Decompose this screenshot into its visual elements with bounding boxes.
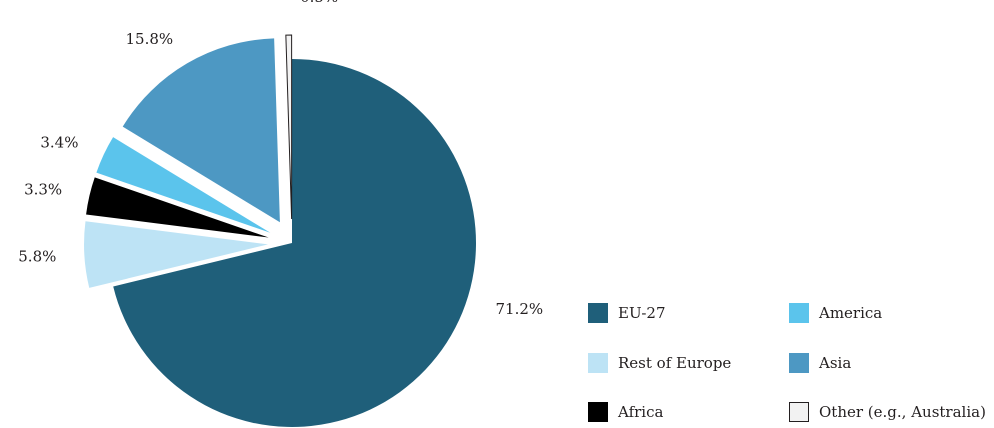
legend-item-america: America — [789, 300, 882, 326]
legend-label: EU-27 — [618, 304, 666, 322]
slice-value-label-eu-27: 71.2% — [496, 300, 544, 318]
chart-legend: EU-27 America Rest of Europe Asia Africa Othe… — [588, 300, 994, 428]
legend-item-africa: Africa — [588, 399, 663, 425]
pie-slice-other-e-g-australia — [285, 34, 293, 220]
legend-item-rest-of-europe: Rest of Europe — [588, 350, 731, 376]
legend-label: Africa — [618, 403, 664, 421]
slice-value-label-rest-of-europe: 5.8% — [18, 247, 56, 265]
legend-label: Asia — [819, 354, 852, 372]
slice-value-label-asia: 15.8% — [125, 30, 173, 48]
legend-item-other-e-g-australia: Other (e.g., Australia) — [789, 399, 986, 425]
legend-swatch — [789, 303, 809, 323]
pie-slice-eu-27 — [113, 59, 477, 427]
legend-label: America — [819, 304, 883, 322]
pie-slice-asia — [122, 38, 280, 223]
legend-swatch — [789, 353, 809, 373]
legend-swatch — [588, 402, 608, 422]
legend-swatch — [789, 402, 809, 422]
slice-value-label-africa: 3.3% — [24, 180, 62, 198]
pie-slice-america — [96, 137, 271, 233]
slice-value-label-america: 3.4% — [40, 134, 78, 152]
legend-item-asia: Asia — [789, 350, 851, 376]
legend-swatch — [588, 353, 608, 373]
legend-item-eu-27: EU-27 — [588, 300, 665, 326]
slice-value-label-other-e-g-australia: 0.5% — [300, 0, 338, 6]
legend-label: Rest of Europe — [618, 354, 732, 372]
pie-slice-rest-of-europe — [84, 221, 269, 288]
pie-slice-africa — [86, 177, 269, 238]
legend-label: Other (e.g., Australia) — [819, 403, 986, 421]
legend-swatch — [588, 303, 608, 323]
